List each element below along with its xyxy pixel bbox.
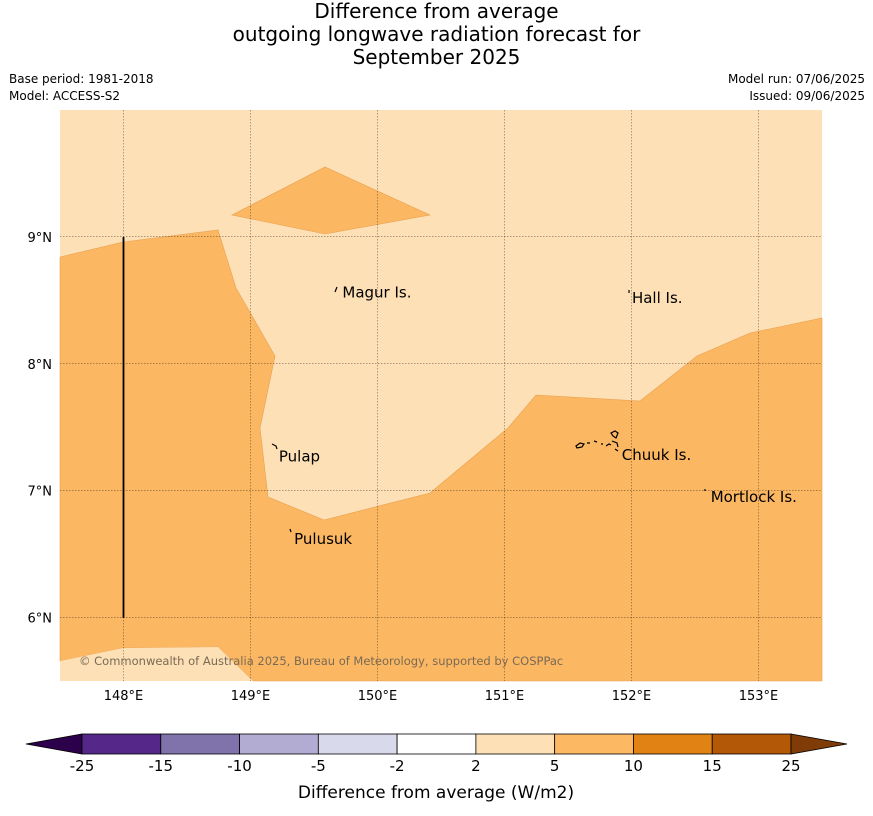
place-label: Pulusuk — [294, 530, 352, 548]
colorbar-arrow-left — [25, 733, 83, 755]
title-line-2: outgoing longwave radiation forecast for — [232, 22, 641, 46]
longitude-tick-label: 149°E — [231, 689, 271, 704]
map-title: Difference from average outgoing longwav… — [0, 0, 873, 69]
place-labels: Magur Is. Hall Is. Pulap Chuuk Is. Mortlock … — [279, 284, 797, 548]
colorbar-arrow-right — [790, 733, 848, 755]
place-label: Pulap — [279, 447, 320, 465]
colorbar-tick-label: -2 — [390, 757, 405, 775]
colorbar-segment — [160, 733, 240, 755]
colorbar-tick-label: 15 — [703, 757, 722, 775]
latitude-tick-label: 9°N — [28, 231, 53, 246]
issued-date: Issued: 09/06/2025 — [749, 89, 865, 103]
base-period: Base period: 1981-2018 — [9, 72, 154, 86]
longitude-labels: 148°E 149°E 150°E 151°E 152°E 153°E — [104, 689, 779, 704]
place-label: Magur Is. — [342, 284, 411, 302]
latitude-tick-label: 7°N — [28, 485, 53, 500]
map-panel: Magur Is. Hall Is. Pulap Chuuk Is. Mortlock … — [59, 110, 823, 682]
longitude-tick-label: 152°E — [612, 689, 652, 704]
colorbar-tick-label: 10 — [624, 757, 643, 775]
region-orange-main — [59, 229, 823, 682]
colorbar-tick-label: -10 — [227, 757, 252, 775]
region-orange-north — [231, 166, 431, 235]
colorbar-segment — [396, 733, 477, 755]
region-light-southwest — [60, 647, 253, 681]
place-label: Mortlock Is. — [711, 488, 797, 506]
colorbar-tick-label: 2 — [471, 757, 481, 775]
place-label: Hall Is. — [632, 289, 683, 307]
colorbar-segment — [554, 733, 634, 755]
island-outlines — [271, 286, 706, 533]
model-name: Model: ACCESS-S2 — [9, 89, 121, 103]
longitude-tick-label: 148°E — [104, 689, 144, 704]
colorbar: -25 -15 -10 -5 -2 2 5 10 15 25 — [25, 733, 848, 775]
latitude-tick-label: 8°N — [28, 358, 53, 373]
latitude-labels: 9°N 8°N 7°N 6°N — [28, 231, 53, 627]
colorbar-segment — [711, 733, 792, 755]
colorbar-segment — [475, 733, 556, 755]
colorbar-label: Difference from average (W/m2) — [298, 783, 574, 803]
longitude-tick-label: 151°E — [485, 689, 525, 704]
colorbar-segment — [317, 733, 398, 755]
meta-right: Model run: 07/06/2025 Issued: 09/06/2025 — [728, 71, 865, 105]
place-label: Chuuk Is. — [622, 446, 691, 464]
longitude-tick-label: 153°E — [739, 689, 779, 704]
colorbar-tick-label: -25 — [70, 757, 95, 775]
colorbar-segment — [81, 733, 162, 755]
colorbar-segment — [239, 733, 319, 755]
colorbar-tick-label: -5 — [311, 757, 326, 775]
title-line-3: September 2025 — [352, 45, 521, 69]
title-line-1: Difference from average — [314, 0, 559, 23]
latitude-tick-label: 6°N — [28, 612, 53, 627]
colorbar-tick-label: -15 — [149, 757, 174, 775]
colorbar-tick-label: 5 — [550, 757, 560, 775]
colorbar-tick-label: 25 — [781, 757, 800, 775]
longitude-tick-label: 150°E — [358, 689, 398, 704]
model-run: Model run: 07/06/2025 — [727, 72, 865, 86]
copyright-text: © Commonwealth of Australia 2025, Bureau… — [79, 654, 563, 668]
colorbar-segment — [633, 733, 713, 755]
meta-left: Base period: 1981-2018 Model: ACCESS-S2 — [9, 71, 154, 105]
